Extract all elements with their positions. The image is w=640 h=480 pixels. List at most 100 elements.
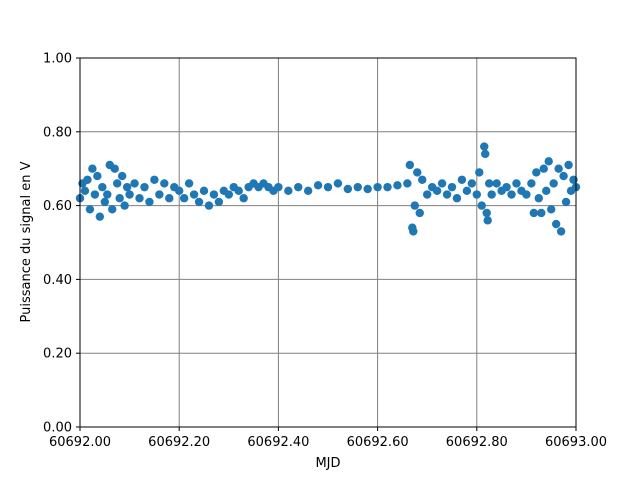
point bbox=[544, 157, 553, 166]
x-tick-label: 60693.00 bbox=[545, 435, 607, 450]
point bbox=[482, 208, 491, 218]
point bbox=[559, 171, 568, 181]
x-tick-label: 60692.80 bbox=[446, 435, 508, 450]
y-tick-label: 0.00 bbox=[43, 421, 72, 436]
point bbox=[113, 179, 122, 188]
point bbox=[512, 179, 521, 188]
point bbox=[274, 182, 283, 192]
point bbox=[343, 184, 353, 194]
point bbox=[353, 182, 362, 192]
point bbox=[140, 182, 149, 192]
point bbox=[529, 208, 539, 218]
point bbox=[481, 149, 490, 159]
point bbox=[313, 181, 323, 190]
point bbox=[539, 164, 548, 173]
point bbox=[554, 164, 563, 173]
point bbox=[90, 190, 100, 199]
point bbox=[556, 227, 566, 236]
point bbox=[492, 179, 501, 188]
point bbox=[383, 182, 392, 192]
point bbox=[155, 190, 164, 199]
point bbox=[480, 142, 489, 151]
x-axis-label: MJD bbox=[315, 456, 340, 471]
point bbox=[130, 179, 139, 188]
point bbox=[452, 194, 462, 203]
point bbox=[175, 186, 184, 196]
point bbox=[442, 190, 452, 199]
point bbox=[239, 194, 248, 203]
point bbox=[184, 179, 194, 188]
point bbox=[85, 205, 95, 214]
point bbox=[423, 190, 432, 199]
point bbox=[98, 182, 107, 192]
point bbox=[103, 190, 112, 199]
point bbox=[532, 168, 541, 177]
point bbox=[467, 179, 477, 188]
point bbox=[165, 194, 174, 203]
point bbox=[125, 190, 134, 199]
point bbox=[303, 186, 313, 196]
point bbox=[135, 194, 144, 203]
point bbox=[333, 179, 343, 188]
point bbox=[393, 181, 402, 190]
x-tick-label: 60692.60 bbox=[347, 435, 409, 450]
point bbox=[487, 190, 496, 199]
point bbox=[145, 197, 154, 207]
point bbox=[117, 171, 127, 181]
point bbox=[323, 182, 333, 192]
point bbox=[462, 186, 472, 196]
point bbox=[477, 201, 486, 210]
point bbox=[472, 190, 481, 199]
point bbox=[549, 179, 558, 188]
point bbox=[502, 182, 511, 192]
point bbox=[100, 197, 110, 207]
point bbox=[224, 190, 233, 199]
point bbox=[437, 179, 447, 188]
x-tick-label: 60692.20 bbox=[148, 435, 210, 450]
point bbox=[405, 160, 415, 170]
point bbox=[363, 184, 372, 194]
point bbox=[88, 164, 97, 173]
point bbox=[537, 208, 546, 218]
point bbox=[413, 168, 422, 177]
point bbox=[294, 182, 303, 192]
y-tick-label: 0.40 bbox=[43, 273, 72, 288]
point bbox=[534, 194, 543, 203]
point bbox=[551, 219, 561, 229]
point bbox=[209, 190, 219, 199]
point bbox=[214, 197, 224, 207]
point bbox=[120, 201, 129, 210]
y-tick-label: 0.80 bbox=[43, 125, 72, 140]
point bbox=[122, 182, 132, 192]
y-tick-label: 1.00 bbox=[43, 52, 72, 67]
point bbox=[80, 186, 90, 196]
point bbox=[457, 175, 467, 184]
point bbox=[415, 208, 424, 218]
point bbox=[194, 197, 204, 207]
plot-frame bbox=[79, 57, 577, 428]
point bbox=[115, 194, 124, 203]
point bbox=[447, 182, 457, 192]
point bbox=[83, 175, 92, 184]
point bbox=[522, 190, 531, 199]
point bbox=[409, 227, 418, 236]
point bbox=[547, 205, 556, 214]
point bbox=[189, 190, 199, 199]
y-axis-label: Puissance du signal en V bbox=[19, 161, 34, 322]
point bbox=[373, 182, 382, 192]
x-tick-label: 60692.00 bbox=[49, 435, 111, 450]
point bbox=[561, 197, 571, 207]
point bbox=[108, 205, 117, 214]
point bbox=[179, 194, 189, 203]
point bbox=[418, 175, 427, 184]
point bbox=[284, 186, 293, 196]
point bbox=[160, 179, 169, 188]
point bbox=[432, 186, 442, 196]
point bbox=[475, 168, 484, 177]
point bbox=[199, 186, 209, 196]
point bbox=[483, 216, 492, 225]
y-tick-label: 0.60 bbox=[43, 199, 72, 214]
point bbox=[527, 179, 536, 188]
point bbox=[110, 164, 119, 173]
